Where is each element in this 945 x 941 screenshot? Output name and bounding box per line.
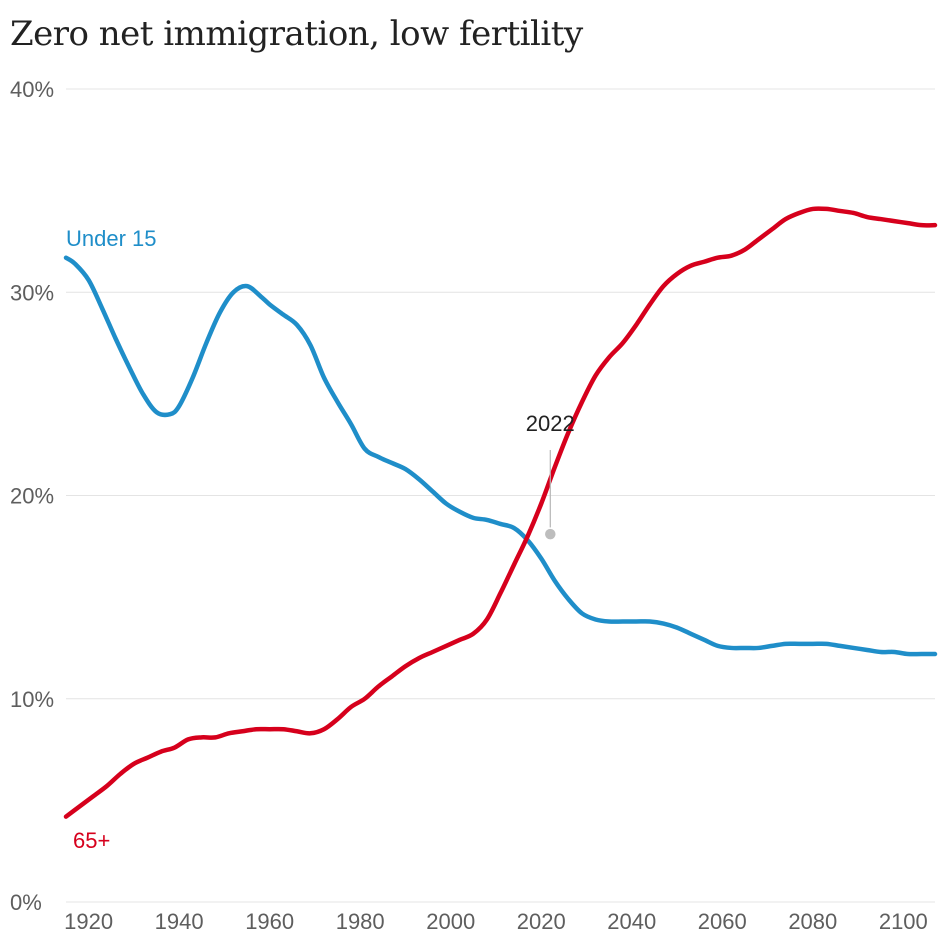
x-tick-label: 1940 xyxy=(155,909,204,934)
x-tick-label: 2060 xyxy=(698,909,747,934)
y-tick-label: 0% xyxy=(10,890,42,915)
x-tick-label: 2080 xyxy=(788,909,837,934)
annotation-label: 2022 xyxy=(526,411,575,436)
y-axis: 0% 10% 20% 30% 40% xyxy=(10,77,54,915)
x-tick-label: 1920 xyxy=(64,909,113,934)
y-tick-label: 20% xyxy=(10,484,54,509)
x-tick-label: 2040 xyxy=(607,909,656,934)
x-tick-label: 1980 xyxy=(336,909,385,934)
annotations: 2022 xyxy=(526,411,575,541)
x-tick-label: 1960 xyxy=(245,909,294,934)
x-tick-label: 2100 xyxy=(879,909,928,934)
y-tick-label: 30% xyxy=(10,280,54,305)
series-label-65: 65+ xyxy=(73,828,110,853)
annotation-point xyxy=(543,527,558,541)
y-tick-label: 40% xyxy=(10,77,54,102)
gridlines xyxy=(66,88,935,903)
series-line-65 xyxy=(63,206,938,819)
x-tick-label: 2020 xyxy=(517,909,566,934)
series-label-under-15: Under 15 xyxy=(66,226,157,251)
x-axis: 1920 1940 1960 1980 2000 2020 2040 2060 2080 2100 xyxy=(64,909,928,934)
series-line-under-15 xyxy=(63,255,938,657)
chart-title: Zero net immigration, low fertility xyxy=(10,14,583,54)
series-lines: Under 15 65+ xyxy=(63,206,938,853)
x-tick-label: 2000 xyxy=(426,909,475,934)
y-tick-label: 10% xyxy=(10,687,54,712)
